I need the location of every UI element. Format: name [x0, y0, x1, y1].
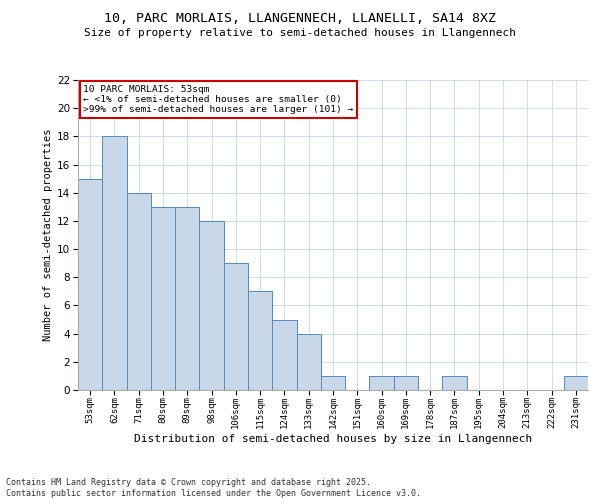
X-axis label: Distribution of semi-detached houses by size in Llangennech: Distribution of semi-detached houses by …: [134, 434, 532, 444]
Text: 10 PARC MORLAIS: 53sqm
← <1% of semi-detached houses are smaller (0)
>99% of sem: 10 PARC MORLAIS: 53sqm ← <1% of semi-det…: [83, 84, 353, 114]
Text: 10, PARC MORLAIS, LLANGENNECH, LLANELLI, SA14 8XZ: 10, PARC MORLAIS, LLANGENNECH, LLANELLI,…: [104, 12, 496, 26]
Bar: [370, 376, 394, 390]
Bar: [127, 192, 151, 390]
Bar: [272, 320, 296, 390]
Bar: [102, 136, 127, 390]
Text: Size of property relative to semi-detached houses in Llangennech: Size of property relative to semi-detach…: [84, 28, 516, 38]
Bar: [296, 334, 321, 390]
Text: Contains HM Land Registry data © Crown copyright and database right 2025.
Contai: Contains HM Land Registry data © Crown c…: [6, 478, 421, 498]
Bar: [564, 376, 588, 390]
Y-axis label: Number of semi-detached properties: Number of semi-detached properties: [43, 128, 53, 341]
Bar: [442, 376, 467, 390]
Bar: [394, 376, 418, 390]
Bar: [78, 178, 102, 390]
Bar: [175, 207, 199, 390]
Bar: [248, 292, 272, 390]
Bar: [151, 207, 175, 390]
Bar: [224, 263, 248, 390]
Bar: [321, 376, 345, 390]
Bar: [199, 221, 224, 390]
